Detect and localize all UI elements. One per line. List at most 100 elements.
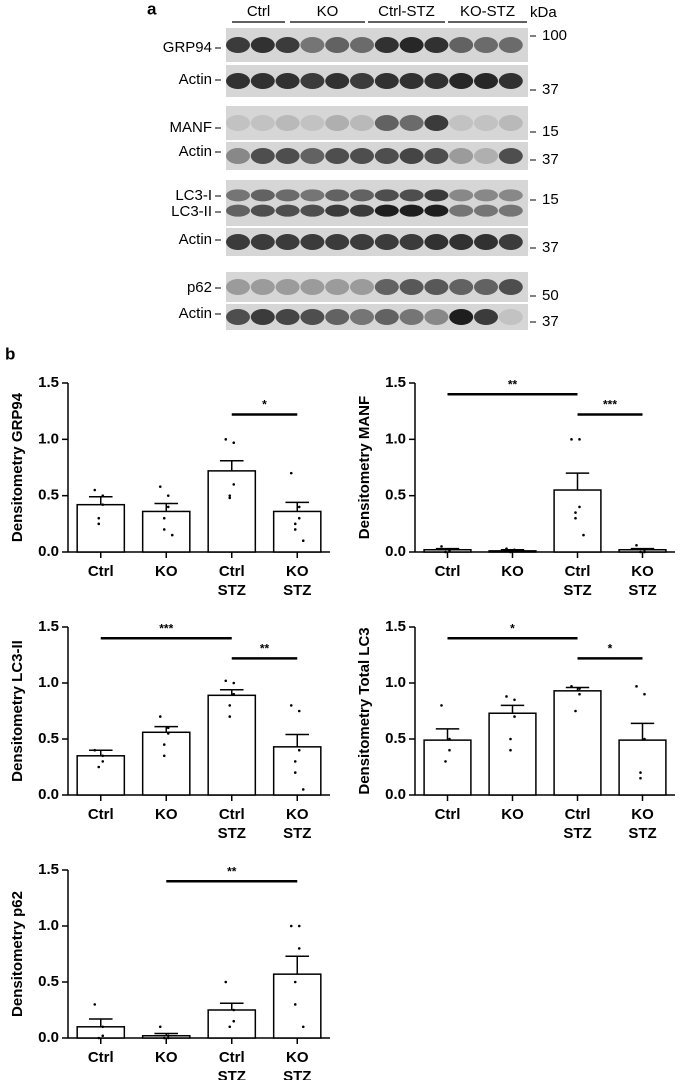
blot-band bbox=[424, 234, 449, 250]
x-tick-label: KO STZ bbox=[628, 806, 656, 842]
blot-band bbox=[498, 73, 523, 89]
blot-band bbox=[449, 73, 474, 89]
y-tick-label: 1.0 bbox=[38, 674, 59, 691]
data-point bbox=[166, 1034, 170, 1038]
protein-label: Actin bbox=[179, 143, 212, 160]
y-tick-label: 0.0 bbox=[38, 1029, 59, 1046]
x-tick-label: Ctrl bbox=[88, 806, 114, 823]
blot-band bbox=[399, 204, 424, 217]
blot-band bbox=[424, 73, 449, 89]
blot-band bbox=[250, 204, 275, 217]
data-point bbox=[224, 438, 228, 441]
blot-band bbox=[424, 204, 449, 217]
data-point bbox=[97, 522, 101, 526]
data-point bbox=[574, 709, 577, 713]
blot-band bbox=[250, 189, 275, 202]
data-point bbox=[440, 704, 443, 707]
data-point bbox=[513, 698, 516, 702]
data-point bbox=[509, 748, 512, 752]
blot-band bbox=[275, 73, 300, 89]
data-point bbox=[97, 516, 101, 520]
data-point bbox=[101, 1034, 105, 1038]
data-point bbox=[440, 545, 443, 548]
blot-band bbox=[226, 73, 250, 89]
y-tick-label: 0.0 bbox=[385, 543, 406, 560]
data-point bbox=[570, 685, 573, 688]
x-tick-label: Ctrl bbox=[435, 806, 461, 823]
blot-band bbox=[474, 37, 498, 53]
x-tick-label: KO bbox=[501, 806, 524, 823]
data-point bbox=[293, 771, 297, 774]
x-tick-label: Ctrl STZ bbox=[563, 806, 591, 842]
bar bbox=[207, 1009, 257, 1039]
bar bbox=[423, 739, 472, 796]
marker-label: 50 bbox=[542, 287, 559, 304]
data-point bbox=[232, 692, 236, 696]
protein-label: GRP94 bbox=[163, 39, 212, 56]
blot-band bbox=[350, 115, 374, 131]
blot-band bbox=[474, 189, 498, 202]
data-point bbox=[509, 550, 512, 554]
blot-band bbox=[374, 204, 399, 217]
data-point bbox=[232, 681, 236, 685]
blot-band bbox=[275, 37, 300, 53]
data-point bbox=[162, 743, 166, 746]
panel-label: b bbox=[5, 344, 15, 363]
y-tick-label: 1.0 bbox=[385, 674, 406, 691]
significance-label: *** bbox=[603, 398, 617, 412]
data-point bbox=[228, 494, 232, 497]
data-point bbox=[228, 1025, 232, 1029]
bar bbox=[141, 1035, 191, 1039]
blot-band bbox=[350, 73, 374, 89]
data-point bbox=[228, 496, 232, 500]
y-tick-label: 0.0 bbox=[385, 786, 406, 803]
blot-band bbox=[325, 234, 350, 250]
chart: 0.0 0.5 1.0 1.5 Densitometry p62 Ctrl KO Ctrl ST… bbox=[9, 861, 330, 1080]
blot-band bbox=[226, 279, 250, 295]
data-point bbox=[232, 1019, 236, 1023]
blot-band bbox=[374, 309, 399, 325]
blot-band bbox=[449, 37, 474, 53]
significance-label: *** bbox=[159, 621, 173, 635]
blot-band bbox=[498, 309, 523, 325]
blot-band bbox=[226, 115, 250, 131]
data-point bbox=[505, 695, 508, 698]
blot-band bbox=[374, 279, 399, 295]
blot-band bbox=[424, 37, 449, 53]
data-point bbox=[643, 550, 646, 554]
y-tick-label: 1.5 bbox=[385, 618, 406, 635]
marker-label: 15 bbox=[542, 191, 559, 208]
data-point bbox=[232, 441, 236, 445]
blot-band bbox=[300, 115, 325, 131]
bar bbox=[618, 548, 667, 553]
data-point bbox=[635, 543, 638, 547]
data-point bbox=[639, 771, 642, 774]
y-tick-label: 0.5 bbox=[385, 730, 406, 747]
blot-band bbox=[474, 279, 498, 295]
blot-band bbox=[250, 279, 275, 295]
y-tick-label: 0.5 bbox=[38, 973, 59, 990]
data-point bbox=[166, 494, 170, 497]
bar bbox=[76, 755, 126, 796]
data-point bbox=[293, 760, 297, 763]
data-point bbox=[289, 924, 293, 928]
bar bbox=[272, 746, 322, 796]
data-point bbox=[93, 748, 97, 752]
data-point bbox=[578, 692, 581, 696]
y-axis-title: Densitometry p62 bbox=[9, 891, 26, 1017]
protein-label: LC3-I bbox=[175, 187, 212, 204]
blot-band bbox=[350, 309, 374, 325]
protein-label: Actin bbox=[179, 305, 212, 322]
data-point bbox=[162, 754, 166, 758]
data-point bbox=[513, 549, 516, 553]
blot-band bbox=[374, 115, 399, 131]
blot-band bbox=[226, 148, 250, 164]
bar bbox=[272, 510, 322, 553]
data-point bbox=[574, 511, 577, 514]
blot-band bbox=[399, 189, 424, 202]
y-tick-label: 0.5 bbox=[38, 730, 59, 747]
blot-band bbox=[498, 204, 523, 217]
blot-band bbox=[300, 148, 325, 164]
chart: 0.0 0.5 1.0 1.5 Densitometry MANF Ctrl KO Ctrl S… bbox=[356, 374, 675, 599]
